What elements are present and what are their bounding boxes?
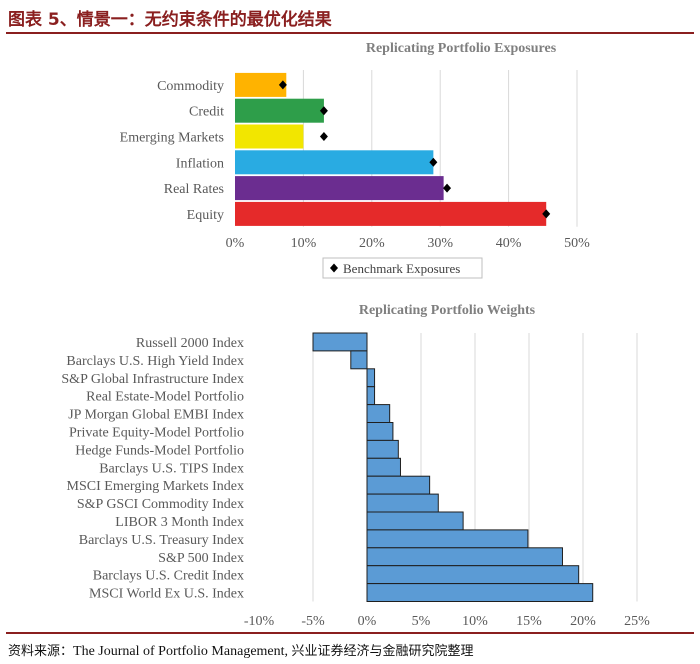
category-label-s-p-global-infrastructure-index: S&P Global Infrastructure Index (61, 372, 244, 387)
source-note: 资料来源：The Journal of Portfolio Management… (8, 640, 474, 660)
category-label-credit: Credit (189, 105, 224, 120)
benchmark-marker-emerging-markets (319, 132, 328, 141)
category-label-s-p-gsci-commodity-index: S&P GSCI Commodity Index (77, 497, 244, 512)
source-label: 资料来源： (8, 644, 74, 659)
bar-s-p-500-index (366, 547, 563, 567)
bar-barclays-u-s-high-yield-index (350, 350, 368, 370)
benchmark-marker-real-rates (443, 183, 452, 193)
category-label-barclays-u-s-high-yield-index: Barclays U.S. High Yield Index (66, 354, 244, 369)
header-divider (6, 32, 694, 34)
x-tick-50: 50% (564, 236, 590, 251)
exposures-chart-title: Replicating Portfolio Exposures (366, 41, 557, 56)
bar-hedge-funds-model-portfolio (366, 439, 399, 459)
x-tick-40: 40% (496, 236, 522, 251)
category-label-real-estate-model-portfolio: Real Estate-Model Portfolio (86, 390, 244, 405)
bar-barclays-u-s-credit-index (366, 565, 580, 585)
bar-inflation (235, 150, 434, 175)
source-separator: , (284, 644, 292, 659)
bar-russell-2000-index (312, 332, 368, 352)
bar-barclays-u-s-treasury-index (366, 529, 529, 549)
category-label-barclays-u-s-credit-index: Barclays U.S. Credit Index (93, 569, 244, 584)
weights-chart-title: Replicating Portfolio Weights (359, 303, 536, 318)
bar-jp-morgan-global-embi-index (366, 404, 391, 424)
category-label-msci-emerging-markets-index: MSCI Emerging Markets Index (67, 479, 244, 494)
x-tick--10: -10% (244, 614, 275, 629)
legend-marker-diamond (330, 263, 338, 273)
category-label-s-p-500-index: S&P 500 Index (158, 551, 244, 566)
x-tick-5: 5% (412, 614, 431, 629)
bar-s-p-gsci-commodity-index (366, 493, 439, 513)
category-label-barclays-u-s-tips-index: Barclays U.S. TIPS Index (99, 461, 244, 476)
category-label-msci-world-ex-u-s-index: MSCI World Ex U.S. Index (89, 587, 244, 602)
legend-box (322, 257, 483, 279)
category-label-commodity: Commodity (157, 79, 224, 94)
category-label-hedge-funds-model-portfolio: Hedge Funds-Model Portfolio (75, 443, 244, 458)
bar-private-equity-model-portfolio (366, 422, 394, 441)
bar-libor-3-month-index (366, 511, 464, 531)
bar-s-p-global-infrastructure-index (366, 368, 376, 388)
benchmark-marker-commodity (278, 80, 287, 90)
figure-title: 图表 5、情景一：无约束条件的最优化结果 (8, 10, 332, 30)
x-tick-20: 20% (359, 236, 385, 251)
benchmark-marker-inflation (429, 157, 438, 167)
x-tick-0: 0% (358, 614, 377, 629)
x-tick-15: 15% (516, 614, 542, 629)
category-label-private-equity-model-portfolio: Private Equity-Model Portfolio (69, 425, 244, 440)
category-label-russell-2000-index: Russell 2000 Index (136, 336, 244, 351)
exposures-chart: Replicating Portfolio Exposures Commodity… (120, 41, 590, 279)
category-label-equity: Equity (187, 208, 224, 223)
bar-credit (235, 98, 324, 123)
bar-equity (235, 201, 547, 226)
legend-label: Benchmark Exposures (343, 261, 460, 276)
benchmark-marker-credit (319, 106, 328, 116)
bar-msci-world-ex-u-s-index (366, 583, 594, 602)
bar-msci-emerging-markets-index (366, 475, 431, 495)
x-tick-10: 10% (291, 236, 317, 251)
x-tick-10: 10% (462, 614, 488, 629)
bar-real-rates (235, 176, 444, 201)
footer-divider (6, 632, 694, 634)
category-label-real-rates: Real Rates (164, 182, 224, 197)
category-label-barclays-u-s-treasury-index: Barclays U.S. Treasury Index (79, 533, 244, 548)
x-tick-20: 20% (570, 614, 596, 629)
bar-emerging-markets (235, 124, 304, 149)
category-label-jp-morgan-global-embi-index: JP Morgan Global EMBI Index (68, 408, 244, 423)
benchmark-marker-equity (542, 209, 551, 219)
x-tick-25: 25% (624, 614, 650, 629)
source-institute: 兴业证券经济与金融研究院整理 (291, 644, 474, 659)
category-label-inflation: Inflation (176, 156, 224, 171)
category-label-libor-3-month-index: LIBOR 3 Month Index (115, 515, 244, 530)
x-tick--5: -5% (301, 614, 325, 629)
x-tick-0: 0% (226, 236, 245, 251)
report-header: 图表 5、情景一：无约束条件的最优化结果 (0, 0, 700, 34)
bar-commodity (235, 72, 287, 97)
x-tick-30: 30% (427, 236, 453, 251)
bar-barclays-u-s-tips-index (366, 457, 401, 477)
bar-real-estate-model-portfolio (366, 386, 376, 406)
category-label-emerging-markets: Emerging Markets (120, 131, 224, 146)
source-journal: The Journal of Portfolio Management (73, 644, 285, 659)
